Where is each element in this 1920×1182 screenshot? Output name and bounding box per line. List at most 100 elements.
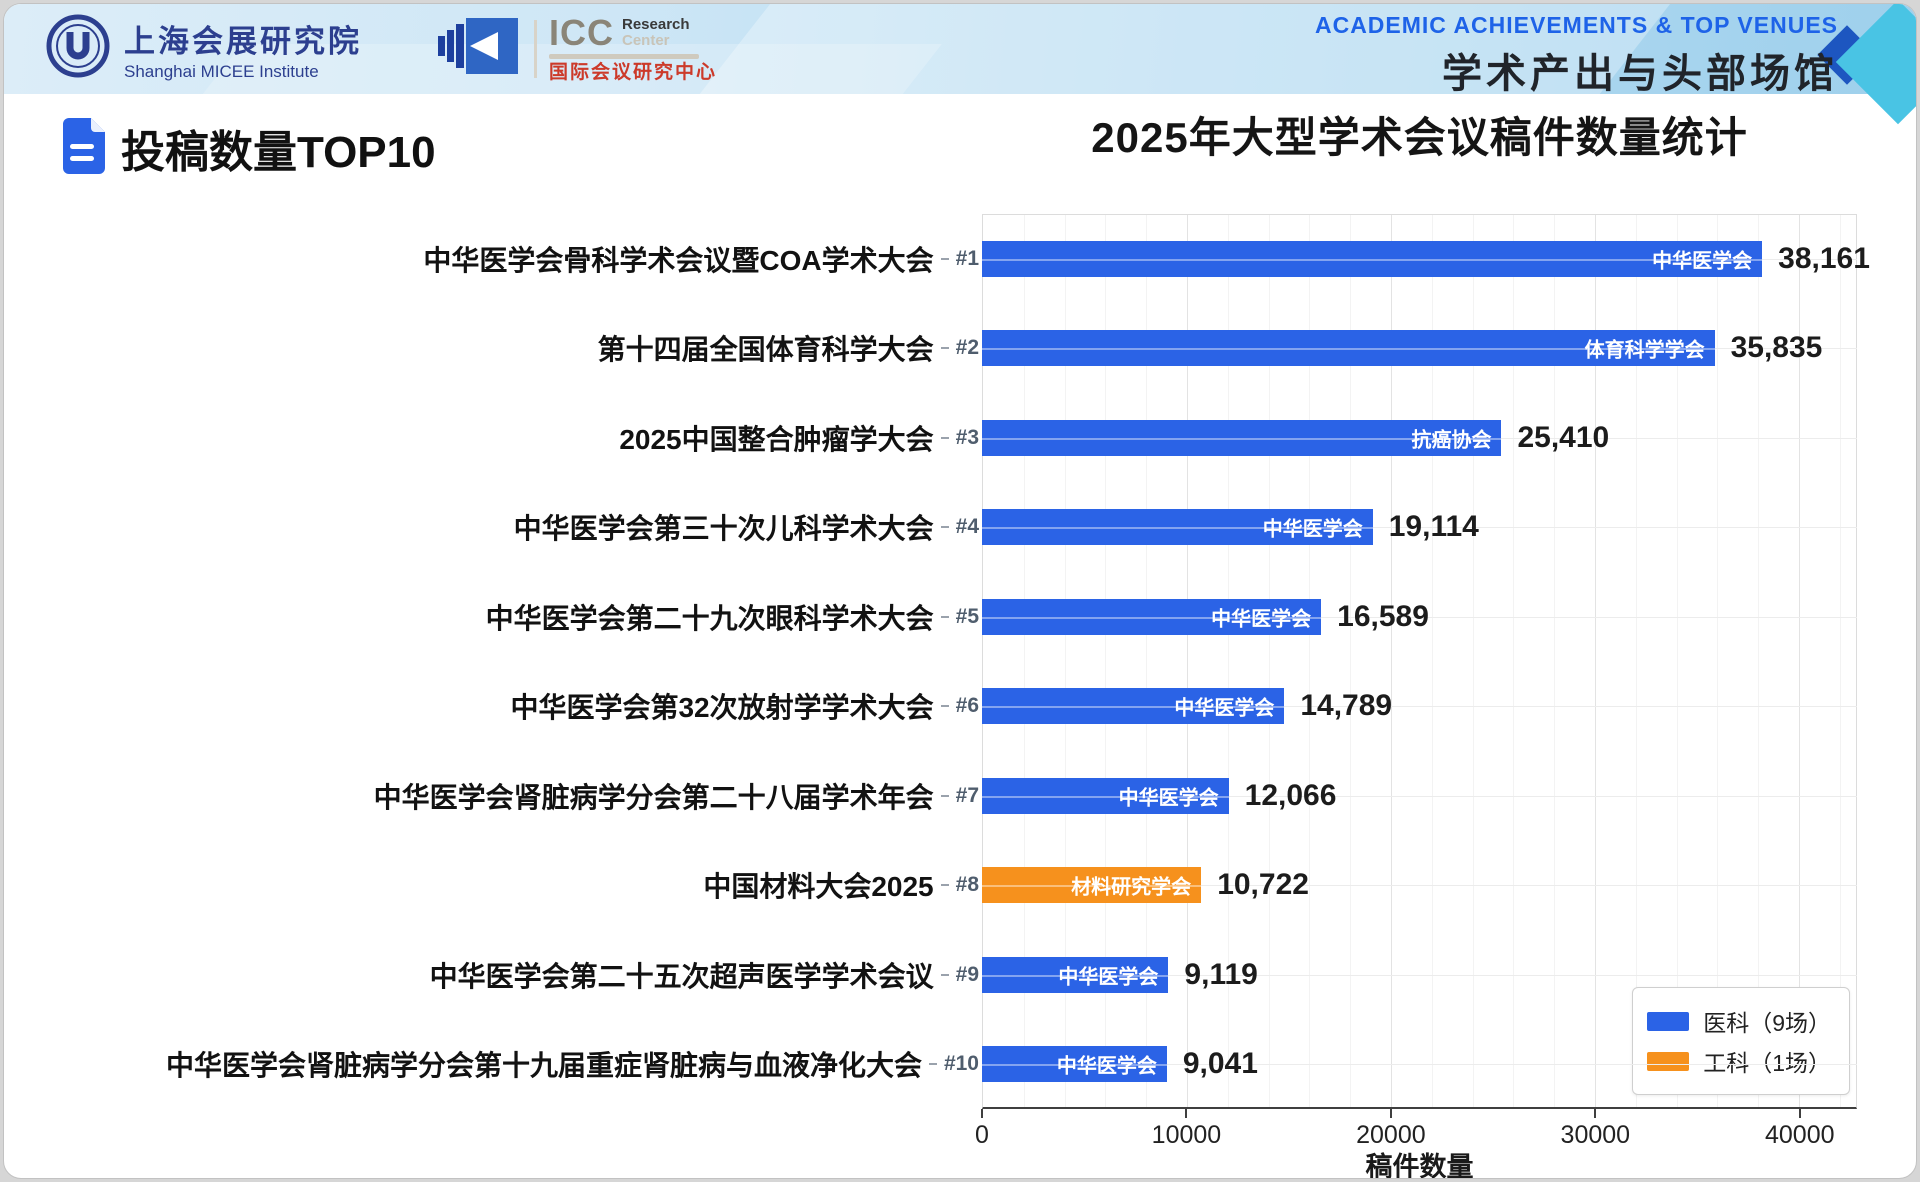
x-tick-mark [981,1109,983,1118]
conference-name: 中华医学会第二十五次超声医学学术会议 [429,960,934,992]
icc-smallprint-placeholder [549,54,699,59]
bar-org-label: 中华医学会 [1118,787,1219,810]
chart-row: 中华医学会第32次放射学学术大会 #6 中华医学会 14,789 [4,662,1916,752]
category-cluster: 第十四届全国体育科学大会 #2 [598,328,979,368]
bar: 中华医学会 [982,240,1763,277]
row-gridline [982,616,1857,618]
x-tick-mark [1594,1109,1597,1118]
category-tick [940,436,949,439]
category-tick [928,1063,937,1066]
row-gridline [982,974,1857,976]
category-tick [940,794,949,797]
bar-chart: 医科（9场） 工科（1场） 中华医学会骨科学术会议暨COA学术大会 #1 中华医… [4,214,1916,1110]
bar-org-label: 中华医学会 [1211,608,1312,631]
bar: 中华医学会 [982,1046,1167,1083]
x-axis: 0 10000 20000 30000 40000 [4,1109,1916,1178]
bar-org-label: 中华医学会 [1056,1055,1157,1078]
bar: 中华医学会 [982,598,1322,635]
header-title-cn: 学术产出与头部场馆 [1442,52,1838,96]
bar-org-label: 中华医学会 [1174,697,1275,720]
micee-name-cn: 上海会展研究院 [124,23,362,59]
section-title: 投稿数量TOP10 [121,128,436,177]
icc-subtitle-1: Research [622,16,690,33]
category-tick [940,526,949,529]
bar: 中华医学会 [982,777,1229,814]
bar-value-label: 9,041 [1182,1047,1258,1081]
bar-value-label: 10,722 [1217,868,1309,902]
row-gridline [982,885,1857,887]
legend-label: 医科（9场） [1703,1010,1831,1036]
rank-label: #10 [943,1052,979,1076]
bar: 材料研究学会 [982,867,1202,904]
category-cluster: 中华医学会骨科学术会议暨COA学术大会 #1 [423,239,979,279]
icc-logo-icon [436,14,522,83]
conference-name: 中华医学会第二十九次眼科学术大会 [485,602,934,634]
category-tick [940,884,949,887]
header-right-titles: ACADEMIC ACHIEVEMENTS & TOP VENUES 学术产出与… [1315,12,1838,99]
category-cluster: 中华医学会第三十次儿科学术大会 #4 [514,507,979,547]
category-cluster: 中华医学会肾脏病学分会第二十八届学术年会 #7 [374,776,979,816]
row-gridline [982,706,1857,708]
conference-name: 中华医学会肾脏病学分会第二十八届学术年会 [373,781,934,813]
icc-name-cn: 国际会议研究中心 [549,62,718,83]
icc-divider [534,19,537,78]
conference-name: 中华医学会第32次放射学学术大会 [510,692,934,724]
slide: 上海会展研究院 Shanghai MICEE Institute ICC [3,3,1917,1179]
legend-item: 工科（1场） [1647,1044,1831,1078]
bar-value-label: 9,119 [1184,957,1258,991]
chart-row: 2025中国整合肿瘤学大会 #3 抗癌协会 25,410 [4,393,1916,483]
chart-row: 中华医学会骨科学术会议暨COA学术大会 #1 中华医学会 38,161 [4,214,1916,304]
x-tick-label: 0 [975,1121,989,1149]
chart-row: 中华医学会第三十次儿科学术大会 #4 中华医学会 19,114 [4,483,1916,573]
rank-label: #9 [955,962,979,986]
legend: 医科（9场） 工科（1场） [1632,987,1850,1095]
chart-row: 中华医学会第二十五次超声医学学术会议 #9 中华医学会 9,119 [4,930,1916,1020]
x-tick-label: 20000 [1356,1121,1426,1149]
category-cluster: 中国材料大会2025 #8 [703,865,979,905]
category-tick [940,347,949,350]
category-tick [940,705,949,708]
micee-emblem-icon [46,14,110,83]
row-gridline [982,527,1857,529]
x-tick-mark [1798,1109,1801,1118]
rank-label: #1 [955,246,979,270]
x-tick-label: 10000 [1151,1121,1222,1149]
bar-org-label: 体育科学学会 [1584,339,1705,362]
chart-title: 2025年大型学术会议稿件数量统计 [1091,114,1748,161]
bar-org-label: 中华医学会 [1262,518,1363,541]
x-tick-mark [1389,1109,1392,1118]
micee-name-en: Shanghai MICEE Institute [124,61,319,81]
legend-items: 医科（9场） 工科（1场） [1647,1004,1831,1078]
bar-value-label: 12,066 [1244,778,1337,812]
category-cluster: 中华医学会肾脏病学分会第十九届重症肾脏病与血液净化大会 #10 [166,1044,979,1084]
row-gridline [982,795,1857,797]
legend-swatch [1647,1051,1690,1071]
conference-name: 中华医学会肾脏病学分会第十九届重症肾脏病与血液净化大会 [165,1050,922,1082]
conference-name: 中国材料大会2025 [703,871,934,903]
x-tick-label: 30000 [1560,1121,1631,1149]
conference-name: 中华医学会第三十次儿科学术大会 [513,513,934,545]
chart-row: 中国材料大会2025 #8 材料研究学会 10,722 [4,841,1916,931]
chart-row: 中华医学会肾脏病学分会第二十八届学术年会 #7 中华医学会 12,066 [4,751,1916,841]
bar-value-label: 19,114 [1388,510,1479,544]
bar: 体育科学学会 [982,330,1715,367]
chart-row: 第十四届全国体育科学大会 #2 体育科学学会 35,835 [4,304,1916,394]
bar: 中华医学会 [982,688,1285,725]
category-tick [940,973,949,976]
bar: 中华医学会 [982,956,1169,993]
bar-value-label: 14,789 [1300,689,1393,723]
x-axis-label: 稿件数量 [1365,1152,1474,1179]
chart-row: 中华医学会第二十九次眼科学术大会 #5 中华医学会 16,589 [4,572,1916,662]
bar-value-label: 38,161 [1778,241,1870,275]
header: 上海会展研究院 Shanghai MICEE Institute ICC [4,4,1916,164]
chart-row: 中华医学会肾脏病学分会第十九届重症肾脏病与血液净化大会 #10 中华医学会 9,… [4,1020,1916,1110]
category-cluster: 中华医学会第二十九次眼科学术大会 #5 [486,597,979,637]
x-tick-label: 40000 [1764,1121,1835,1149]
header-title-en: ACADEMIC ACHIEVEMENTS & TOP VENUES [1314,12,1838,38]
category-tick [940,615,949,618]
rank-label: #7 [955,783,979,807]
bar-org-label: 中华医学会 [1058,966,1159,989]
bar: 抗癌协会 [982,419,1502,456]
icc-logo-block: ICC Research Center 国际会议研究中心 [436,14,717,83]
category-tick [940,257,949,260]
